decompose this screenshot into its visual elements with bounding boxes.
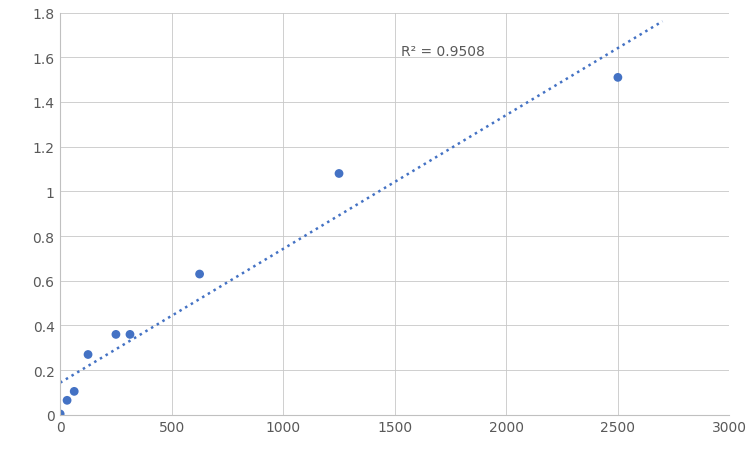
Point [82,351,94,358]
Point [612,74,624,82]
Point [124,331,136,338]
Text: R² = 0.9508: R² = 0.9508 [402,45,485,59]
Point [193,271,205,278]
Point [333,170,345,178]
Point [54,410,66,418]
Point [61,397,73,404]
Point [110,331,122,338]
Point [68,388,80,395]
